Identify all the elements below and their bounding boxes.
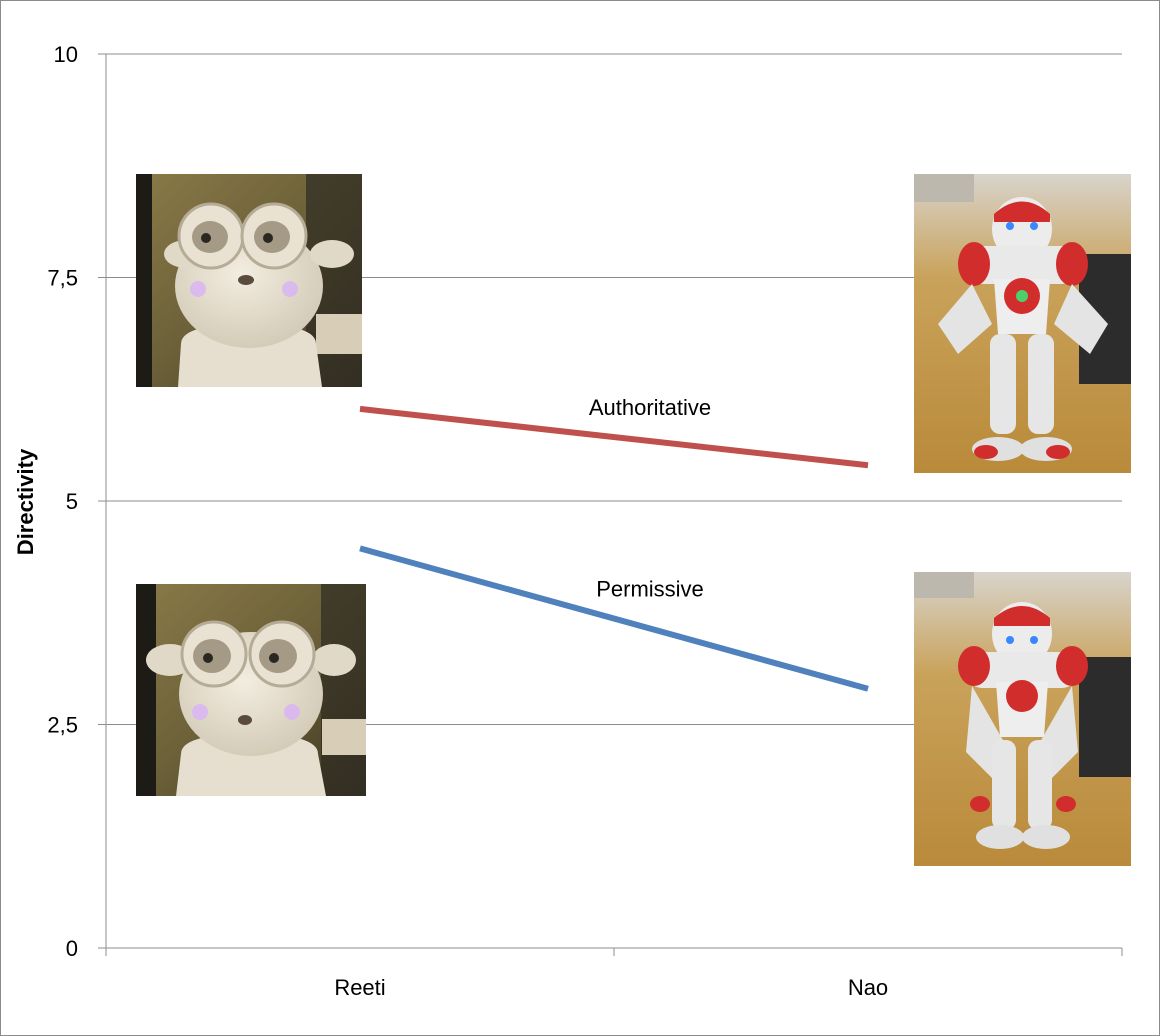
- y-tick-label: 7,5: [47, 266, 78, 291]
- series-label-authoritative: Authoritative: [589, 395, 711, 420]
- x-tick-label: Reeti: [334, 975, 385, 1000]
- y-axis-title: Directivity: [13, 448, 38, 555]
- series: [359, 405, 869, 692]
- reeti-authoritative-photo: [136, 174, 362, 387]
- y-tick-label: 5: [66, 489, 78, 514]
- x-tick-label: Nao: [848, 975, 888, 1000]
- axes: 0 2,5 5 7,5 10 Reeti Nao: [47, 42, 1123, 1000]
- nao-authoritative-photo: [914, 174, 1131, 473]
- y-tick-label: 10: [54, 42, 78, 67]
- y-tick-label: 2,5: [47, 713, 78, 738]
- series-label-permissive: Permissive: [596, 577, 704, 602]
- y-tick-label: 0: [66, 936, 78, 961]
- reeti-permissive-photo: [136, 584, 366, 796]
- nao-permissive-photo: [914, 572, 1131, 866]
- series-line-permissive: [359, 545, 869, 692]
- series-line-authoritative: [359, 405, 869, 469]
- series-labels: Authoritative Permissive: [589, 395, 711, 601]
